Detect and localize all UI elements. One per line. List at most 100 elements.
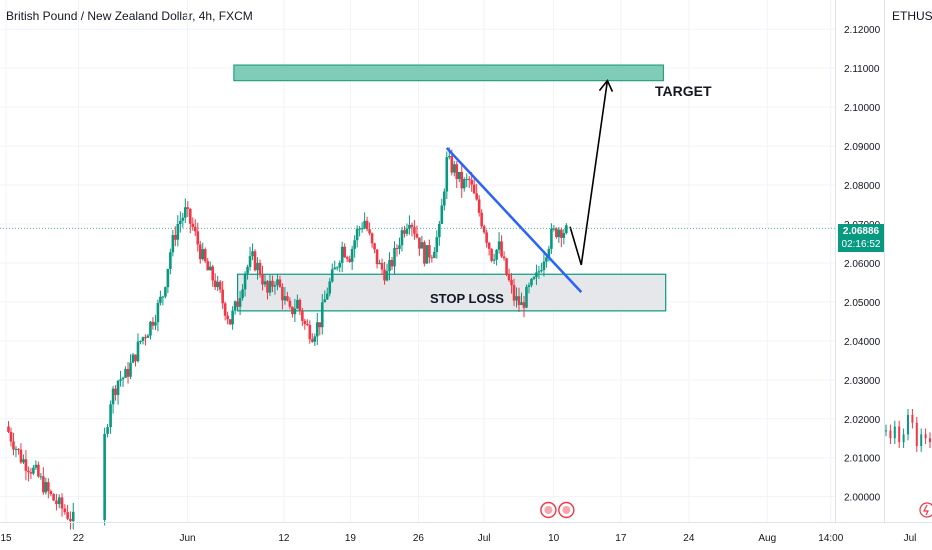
candle-body [380, 262, 384, 270]
candle-body [415, 233, 419, 238]
candle-body [218, 281, 222, 290]
candle-body [562, 232, 566, 238]
candle-body [565, 225, 568, 233]
y-tick-label: 2.10000 [844, 103, 881, 114]
candle-body [176, 224, 180, 240]
candle-body [144, 337, 147, 339]
candle-body [193, 226, 197, 232]
candle-body [174, 235, 177, 240]
candle-body [383, 269, 386, 281]
x-tick-label: 19 [345, 533, 357, 544]
candle-body [55, 500, 58, 505]
inset-event-icon[interactable] [919, 502, 932, 518]
candle-body [12, 441, 15, 450]
event-icons [540, 501, 932, 519]
candle-body [156, 302, 160, 323]
candle-body [263, 281, 267, 285]
economic-event-icon[interactable] [558, 501, 575, 519]
secondary-symbol-title: ETHUSDT, [892, 9, 932, 23]
candle-body [216, 281, 219, 288]
candle-body [457, 171, 461, 180]
candle-body [169, 252, 172, 269]
candle-body [166, 268, 170, 288]
candle-body [502, 256, 506, 259]
y-tick-label: 2.09000 [844, 142, 881, 153]
candle-body [540, 270, 543, 272]
candle-body [532, 277, 536, 279]
y-tick-label: 2.11000 [844, 64, 880, 75]
candle-body [403, 230, 406, 234]
candle-body [385, 271, 389, 281]
lightning-icon [923, 504, 929, 516]
candle-body [510, 280, 513, 286]
candle-body [57, 497, 61, 505]
candle-body [470, 180, 473, 185]
candle-body [370, 233, 374, 244]
candle-body [71, 511, 75, 522]
candle-body [428, 245, 431, 258]
candle-body [472, 184, 476, 194]
candle-body [338, 262, 342, 268]
y-tick-label: 2.05000 [844, 298, 881, 309]
candle-body [114, 388, 117, 395]
inset-series [885, 409, 931, 452]
candle-body [355, 228, 359, 241]
economic-event-icon[interactable] [540, 501, 557, 519]
candle-body [116, 380, 120, 395]
inset-candle-body [893, 426, 896, 439]
candle-body [52, 494, 55, 501]
candle-body [63, 508, 67, 513]
x-tick-label: Jul [904, 533, 917, 544]
target-zone [233, 64, 665, 82]
candle-body [467, 178, 471, 181]
last-price-badge: 2.06886 02:16:52 [838, 224, 884, 252]
candle-body [159, 296, 162, 303]
y-tick-label: 2.03000 [844, 376, 881, 387]
candle-body [243, 273, 247, 290]
candle-body [293, 308, 297, 315]
candle-body [520, 302, 523, 306]
candle-body [291, 306, 294, 315]
candle-body [196, 231, 200, 245]
candle-body [490, 248, 493, 261]
candle-body [39, 476, 43, 478]
candle-body [438, 223, 441, 238]
candle-body [149, 321, 152, 336]
candle-body [425, 245, 429, 264]
candle-body [360, 228, 364, 230]
candle-body [445, 157, 449, 192]
x-tick-label: 22 [73, 533, 85, 544]
candle-body [233, 301, 237, 311]
candle-body [253, 251, 257, 271]
candle-body [325, 293, 329, 300]
candle-body [278, 279, 282, 287]
candle-body [480, 212, 483, 227]
candle-body [350, 248, 354, 262]
candle-body [203, 249, 207, 262]
y-tick-label: 2.08000 [844, 181, 881, 192]
candle-body [261, 274, 264, 285]
event-circle [919, 502, 932, 518]
candle-body [410, 224, 414, 228]
x-tick-label: Aug [758, 533, 776, 544]
x-tick-label: Jul [478, 533, 491, 544]
candle-body [288, 300, 292, 307]
candle-body [433, 251, 436, 258]
y-tick-label: 2.01000 [844, 454, 881, 465]
candle-body [390, 259, 394, 267]
inset-candle-body [911, 414, 914, 423]
candle-body [29, 472, 33, 474]
candle-body [241, 289, 244, 299]
candle-body [206, 261, 210, 271]
candle-body [141, 337, 145, 341]
candle-body [66, 512, 69, 519]
candle-body [24, 459, 28, 471]
candle-body [545, 257, 548, 262]
candle-body [482, 226, 486, 233]
x-tick-label: Jun [179, 533, 195, 544]
candle-body [246, 266, 249, 274]
candle-body [109, 404, 112, 428]
candle-body [308, 325, 312, 340]
candle-body [181, 217, 185, 221]
